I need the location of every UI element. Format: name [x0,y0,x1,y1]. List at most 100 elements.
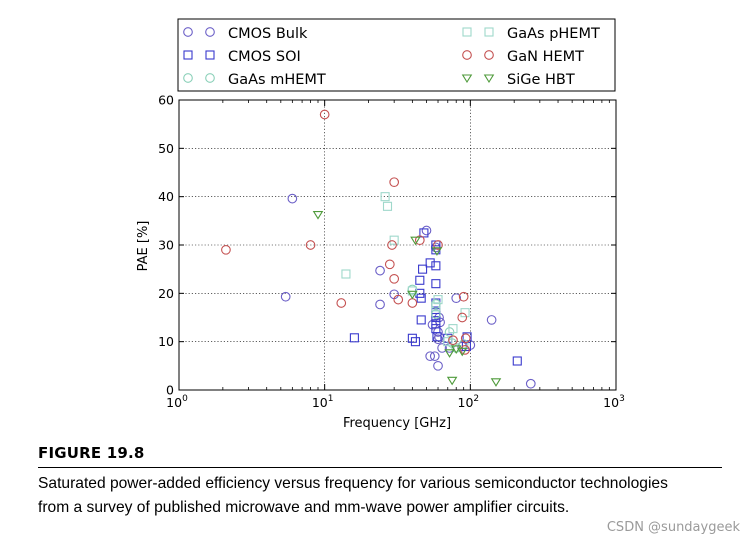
legend-label-cmos-bulk: CMOS Bulk [228,26,308,42]
point-gaas-mhemt [431,309,441,319]
point-cmos-soi [407,333,417,343]
y-tick-label: 10 [158,334,174,349]
legend-marker-cmos-bulk [183,27,193,37]
point-cmos-bulk [429,351,440,362]
point-cmos-bulk [433,360,443,371]
point-cmos-soi [512,356,522,366]
point-gan-hemt [448,335,458,346]
point-cmos-bulk [437,343,447,353]
point-cmos-bulk [280,291,291,302]
point-gan-hemt [384,259,395,270]
legend: CMOS Bulk CMOS SOI GaAs mHEMT GaAs pHEMT GaN… [177,18,616,92]
grid-lines [179,100,616,390]
point-cmos-bulk [375,265,385,276]
point-cmos-bulk [486,315,497,325]
x-tick-label: 100 [166,394,188,410]
legend-label-gan-hemt: GaN HEMT [507,49,584,65]
legend-label-gaas-mhemt: GaAs mHEMT [228,72,326,88]
point-gaas-mhemt [444,327,455,337]
y-axis-label: PAE [%] [136,221,151,272]
point-gan-hemt [387,240,397,250]
point-gan-hemt [460,333,471,344]
point-sige-hbt [407,290,418,300]
legend-marker-gaas-mhemt [205,73,215,83]
point-cmos-bulk [375,299,385,310]
figure-label: FIGURE 19.8 [38,444,145,462]
point-cmos-soi [418,264,428,274]
point-cmos-soi [431,312,441,323]
y-tick-label: 40 [158,189,174,204]
caption-divider [38,467,722,468]
point-sige-hbt [444,349,455,358]
point-gan-hemt [457,312,468,323]
point-gan-hemt [433,240,443,250]
x-tick-label: 102 [458,394,480,410]
point-gan-hemt [458,291,469,302]
point-gaas-phemt [460,308,470,318]
legend-marker-gaas-phemt [462,27,472,37]
legend-marker-sige-hbt [483,74,495,84]
y-tick-label: 50 [158,141,174,156]
point-sige-hbt [312,211,324,220]
y-tick-label: 30 [158,238,174,253]
point-gaas-phemt [382,201,393,211]
point-sige-hbt [456,347,468,357]
axis-ticks [178,99,617,391]
y-tick-label: 60 [158,93,174,108]
legend-marker-sige-hbt [461,74,473,84]
legend-marker-gaas-phemt [484,27,494,37]
point-cmos-soi [416,315,426,325]
figure-caption-block: FIGURE 19.8 Saturated power-added effici… [38,444,728,519]
watermark-text: CSDN @sundaygeek [606,520,740,535]
point-cmos-bulk [525,378,536,389]
point-cmos-soi [416,293,426,303]
point-gaas-phemt [431,302,441,312]
point-sige-hbt [446,376,458,386]
point-gaas-phemt [389,235,399,245]
y-tick-label: 20 [158,286,174,301]
point-gan-hemt [305,240,316,250]
point-gan-hemt [221,244,231,255]
y-tick-labels: 0 10 20 30 40 50 60 [158,93,174,398]
point-gaas-phemt [341,269,351,279]
point-gan-hemt [414,235,425,246]
point-cmos-bulk [421,225,432,236]
y-tick-label: 0 [166,383,174,398]
legend-marker-cmos-soi [183,50,193,60]
point-sige-hbt [431,247,443,256]
point-sige-hbt [490,378,502,387]
point-cmos-soi [419,228,429,238]
point-cmos-soi [431,279,441,289]
legend-label-sige-hbt: SiGe HBT [507,72,575,88]
point-gan-hemt [393,294,404,305]
point-cmos-soi [425,258,435,268]
point-cmos-soi [431,261,441,271]
point-cmos-bulk [287,193,298,204]
point-cmos-soi [415,275,425,285]
point-cmos-bulk [425,351,436,362]
point-cmos-soi [432,332,442,342]
point-gaas-phemt [380,192,390,202]
point-gan-hemt [336,298,347,308]
point-cmos-bulk [451,293,462,304]
point-gaas-phemt [433,295,443,305]
point-sige-hbt [410,236,421,246]
point-gaas-phemt [448,324,458,334]
point-cmos-soi [431,319,441,329]
x-tick-label: 103 [603,394,625,410]
legend-label-gaas-phemt: GaAs pHEMT [507,26,600,42]
point-gan-hemt [389,177,400,188]
point-cmos-soi [410,337,421,347]
data-points [221,109,536,389]
x-axis-label: Frequency [GHz] [343,416,451,431]
legend-marker-gan-hemt [462,50,472,60]
figure-caption: Saturated power-added efficiency versus … [38,475,668,516]
x-tick-label: 101 [312,394,334,410]
point-gan-hemt [319,109,330,120]
legend-marker-gaas-mhemt [183,73,193,83]
point-gaas-phemt [443,337,453,347]
x-tick-labels: 100 101 102 103 [166,394,625,410]
point-gan-hemt [389,273,400,284]
scatter-chart: CMOS Bulk CMOS SOI GaAs mHEMT GaAs pHEMT GaN… [136,18,625,431]
legend-marker-cmos-bulk [205,27,215,37]
